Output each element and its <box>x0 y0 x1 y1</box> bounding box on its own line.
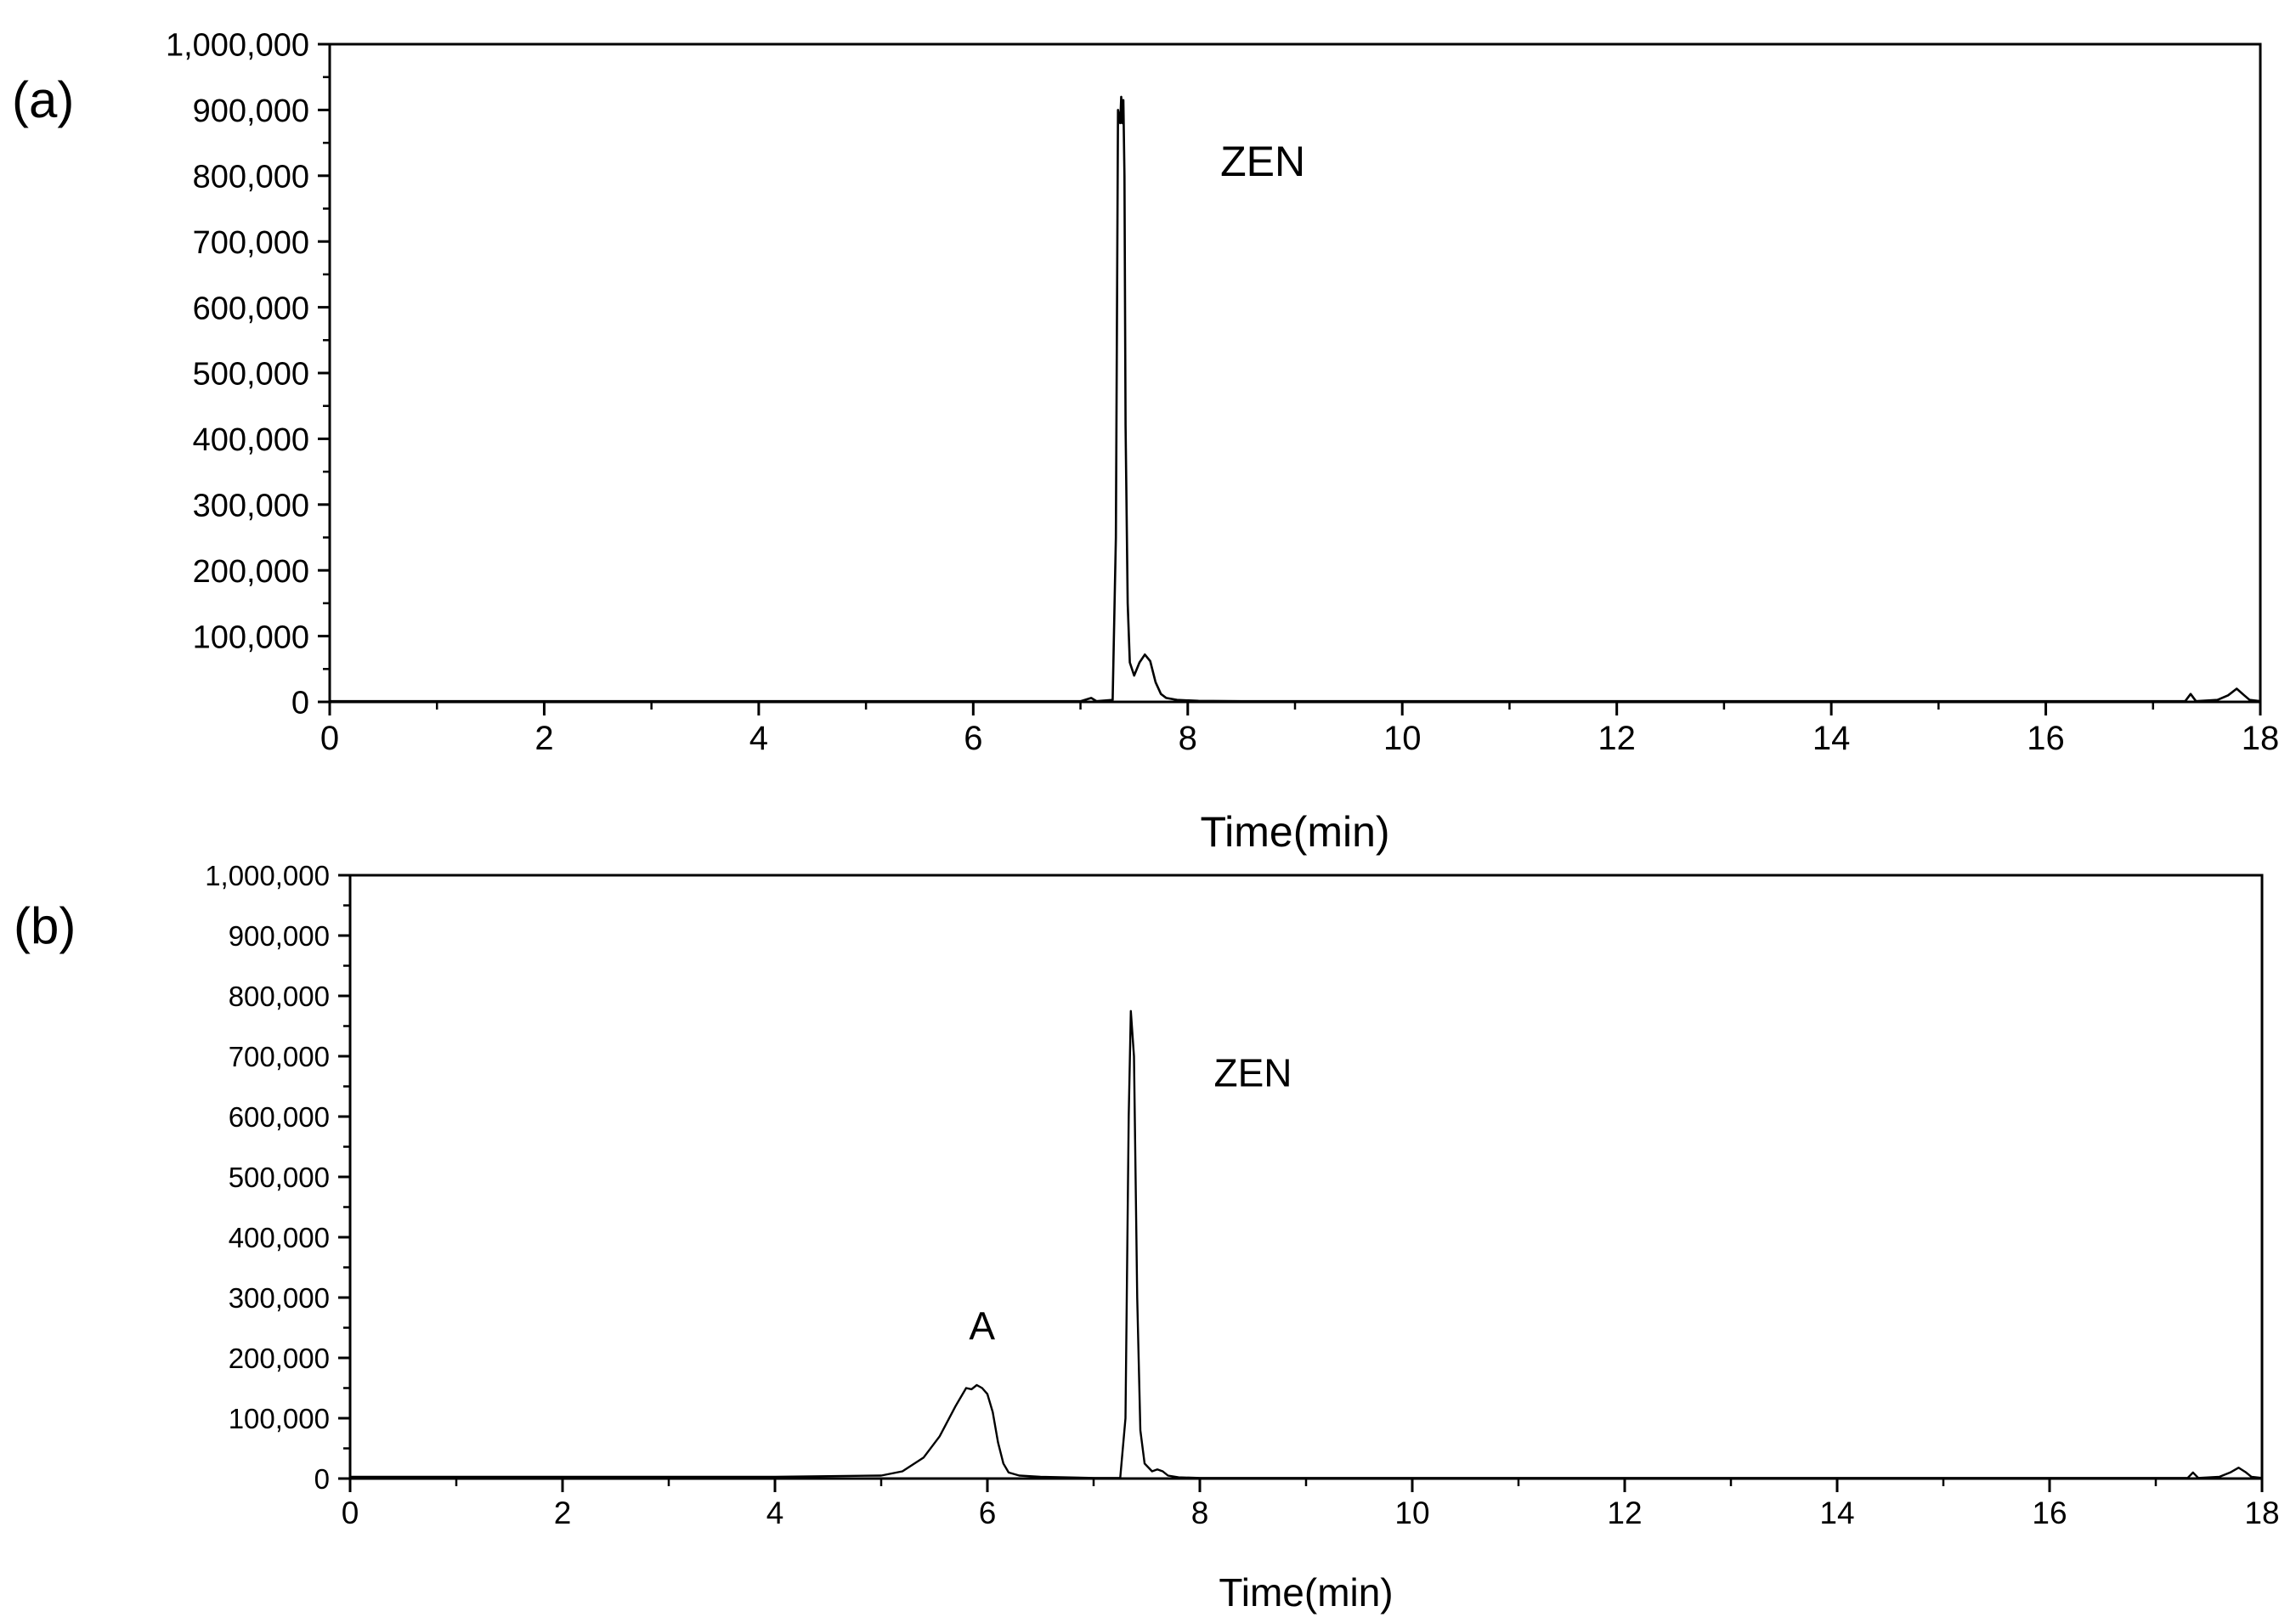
y-tick-label: 300,000 <box>229 1282 330 1314</box>
y-tick-label: 200,000 <box>193 554 309 590</box>
y-tick-label: 400,000 <box>193 422 309 458</box>
x-tick-label: 16 <box>2032 1496 2067 1530</box>
y-tick-label: 500,000 <box>229 1162 330 1193</box>
peak-annotation: A <box>969 1304 995 1349</box>
panel-label: (b) <box>14 897 76 954</box>
x-tick-label: 10 <box>1394 1496 1429 1530</box>
y-tick-label: 300,000 <box>193 488 309 523</box>
x-tick-label: 12 <box>1607 1496 1642 1530</box>
y-tick-label: 900,000 <box>229 920 330 952</box>
x-tick-label: 2 <box>554 1496 572 1530</box>
y-tick-label: 400,000 <box>229 1222 330 1253</box>
y-tick-label: 600,000 <box>193 291 309 326</box>
chromatogram-trace <box>330 95 2261 703</box>
y-tick-label: 700,000 <box>193 225 309 261</box>
x-tick-label: 12 <box>1598 720 1636 757</box>
y-tick-label: 100,000 <box>229 1403 330 1434</box>
x-tick-label: 8 <box>1191 1496 1209 1530</box>
x-axis-label: Time(min) <box>1219 1570 1393 1615</box>
x-tick-label: 18 <box>2242 720 2280 757</box>
peak-annotation: ZEN <box>1214 1051 1292 1095</box>
x-tick-label: 14 <box>1812 720 1851 757</box>
chromatogram-panel-a: 0 2 4 6 8 10 12 14 16 18 0 100,000 200,000 300,000 400… <box>12 28 2279 856</box>
x-tick-label: 4 <box>749 720 768 757</box>
x-tick-label: 6 <box>979 1496 997 1530</box>
x-tick-label: 10 <box>1383 720 1422 757</box>
x-tick-label: 2 <box>534 720 553 757</box>
y-tick-label: 600,000 <box>229 1101 330 1133</box>
y-tick-label: 0 <box>291 686 309 721</box>
x-axis-label: Time(min) <box>1200 808 1389 856</box>
x-tick-label: 16 <box>2027 720 2065 757</box>
x-tick-label: 8 <box>1179 720 1197 757</box>
y-tick-label: 200,000 <box>229 1343 330 1374</box>
y-tick-label: 900,000 <box>193 93 309 129</box>
y-tick-label: 100,000 <box>193 619 309 655</box>
x-tick-label: 0 <box>342 1496 359 1530</box>
chromatogram-trace <box>350 1009 2263 1479</box>
y-tick-label: 0 <box>314 1463 330 1495</box>
chromatogram-panel-b: 0 2 4 6 8 10 12 14 16 18 0 100,000 200,000 300,000 400… <box>14 860 2280 1615</box>
y-tick-label: 800,000 <box>229 981 330 1012</box>
x-tick-label: 18 <box>2244 1496 2279 1530</box>
y-tick-label: 1,000,000 <box>205 860 330 891</box>
y-tick-label: 800,000 <box>193 159 309 195</box>
x-tick-label: 6 <box>964 720 982 757</box>
y-tick-label: 1,000,000 <box>166 28 309 64</box>
y-tick-label: 700,000 <box>229 1041 330 1072</box>
x-tick-label: 0 <box>320 720 339 757</box>
y-tick-label: 500,000 <box>193 357 309 393</box>
plot-frame <box>348 874 2264 1480</box>
peak-annotation: ZEN <box>1220 138 1305 185</box>
x-tick-label: 14 <box>1819 1496 1854 1530</box>
x-tick-label: 4 <box>766 1496 784 1530</box>
panel-label: (a) <box>12 71 74 128</box>
